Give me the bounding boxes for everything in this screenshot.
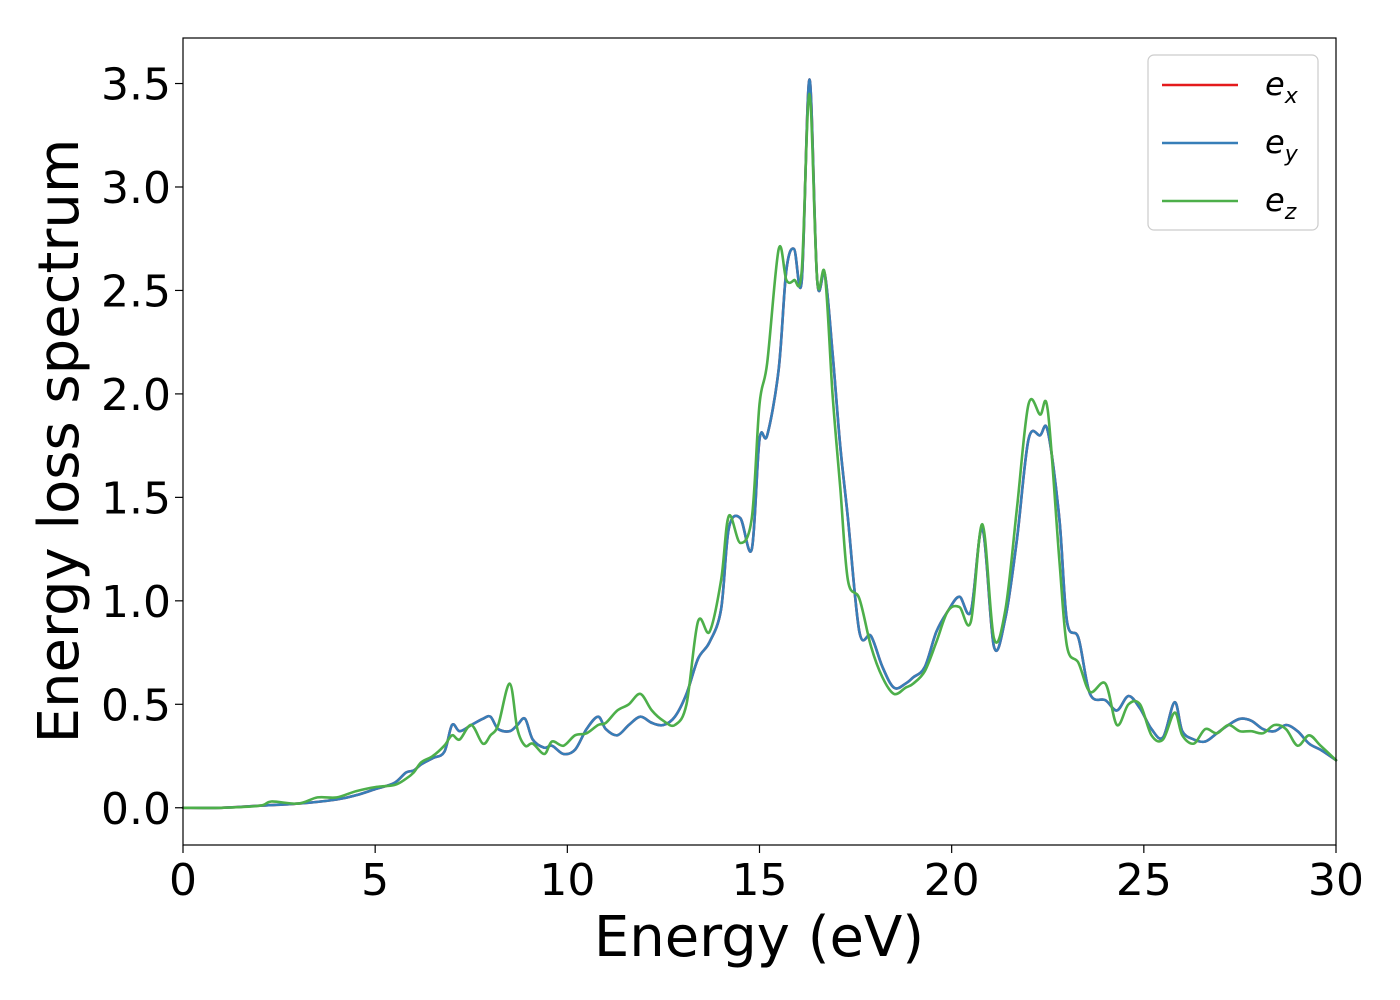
x-axis-label: Energy (eV): [594, 905, 924, 970]
y-tick-label: 3.0: [101, 163, 171, 214]
y-tick-label: 0.0: [101, 784, 171, 835]
y-tick-label: 0.5: [101, 680, 171, 731]
x-tick-label: 5: [361, 855, 389, 906]
x-tick-label: 25: [1116, 855, 1172, 906]
y-tick-label: 1.0: [101, 577, 171, 628]
legend-label-x: ex: [1265, 65, 1299, 109]
x-tick-label: 0: [169, 855, 197, 906]
y-tick-label: 2.5: [101, 266, 171, 317]
y-tick-label: 2.0: [101, 370, 171, 421]
x-tick-label: 10: [539, 855, 595, 906]
x-tick-label: 20: [924, 855, 980, 906]
legend: ex ey ez: [1147, 54, 1319, 231]
legend-label-y: ey: [1265, 123, 1299, 167]
y-tick-label: 3.5: [101, 60, 171, 111]
axis-ticks: 0 5 10 15 20 25 30 0.0 0.5 1.0 1.5 2.0 2.5 3.0 3.5: [101, 60, 1364, 906]
legend-label-z: ez: [1265, 181, 1297, 225]
series-line-z: [181, 92, 1338, 810]
x-tick-label: 15: [732, 855, 788, 906]
y-tick-label: 1.5: [101, 473, 171, 524]
series-layer: [181, 78, 1338, 810]
x-tick-label: 30: [1308, 855, 1364, 906]
series-line-y: [181, 78, 1338, 810]
y-axis-label: Energy loss spectrum: [27, 139, 92, 744]
